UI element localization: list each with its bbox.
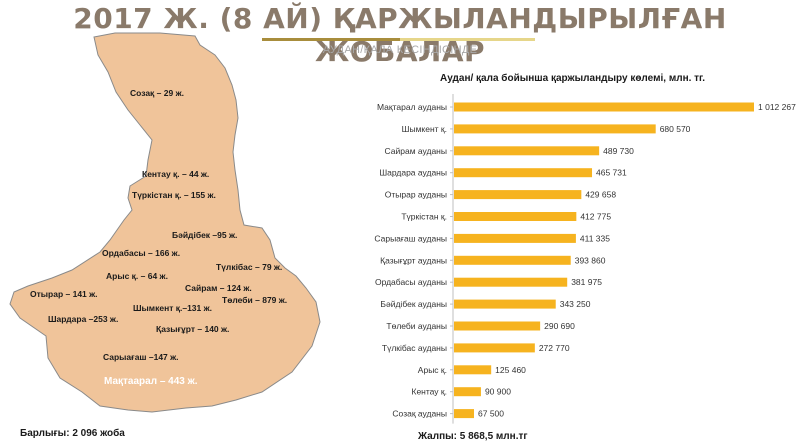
chart-value-label: 1 012 267 [758, 102, 796, 112]
chart-value-label: 465 731 [596, 168, 627, 178]
chart-bar [454, 343, 535, 353]
region-map [9, 32, 321, 413]
projects-total: Барлығы: 2 096 жоба [20, 428, 125, 439]
chart-category-label: Түркістан қ. [401, 212, 447, 222]
chart-category-label: Қазығұрт ауданы [380, 255, 447, 265]
page-subtitle: АУДАН/ҚАЛА КЕСІНДІСІНДЕ [322, 44, 478, 56]
chart-bar [454, 168, 593, 178]
chart-category-label: Сайрам ауданы [385, 146, 447, 156]
chart-category-label: Отырар ауданы [385, 190, 447, 200]
chart-value-label: 393 860 [575, 255, 606, 265]
map-label-saryagash: Сарыағаш –147 ж. [103, 352, 179, 362]
chart-category-label: Кентау қ. [412, 387, 448, 397]
chart-value-label: 412 775 [580, 212, 611, 222]
region-map-shape [9, 32, 321, 413]
map-label-tulkibas: Түлкібас – 79 ж. [216, 262, 283, 272]
chart-category-label: Мақтарал ауданы [377, 102, 447, 112]
map-label-kazygurt: Қазығұрт – 140 ж. [156, 324, 230, 334]
map-label-turkistan: Түркістан қ. – 155 ж. [132, 190, 216, 200]
chart-bar [454, 255, 571, 265]
chart-category-label: Шардара ауданы [379, 168, 447, 178]
chart-value-label: 680 570 [660, 124, 691, 134]
chart-bar [454, 124, 656, 134]
map-label-sozak: Созақ – 29 ж. [130, 88, 184, 98]
chart-value-label: 381 975 [571, 277, 602, 287]
chart-bar [454, 409, 475, 419]
map-label-maktaaral: Мақтаарал – 443 ж. [104, 376, 198, 387]
chart-category-label: Сарыағаш ауданы [374, 233, 447, 243]
title-underline-dark [262, 38, 400, 41]
map-label-shymkent: Шымкент қ.–131 ж. [133, 303, 213, 313]
chart-bar [454, 277, 568, 287]
map-label-shardara: Шардара –253 ж. [48, 314, 119, 324]
chart-category-label: Шымкент қ. [402, 124, 447, 134]
chart-bar [454, 102, 754, 112]
chart-value-label: 272 770 [539, 343, 570, 353]
chart-bar [454, 299, 556, 309]
chart-value-label: 411 335 [580, 233, 610, 243]
map-label-sairam: Сайрам – 124 ж. [185, 283, 252, 293]
chart-category-label: Төлеби ауданы [386, 321, 447, 331]
map-label-baidibek: Бәйдібек –95 ж. [172, 230, 238, 240]
chart-bar [454, 146, 600, 156]
chart-value-label: 290 690 [544, 321, 575, 331]
chart-bar [454, 233, 576, 243]
map-label-arys: Арыс қ. – 64 ж. [106, 271, 168, 281]
chart-bar [454, 365, 492, 375]
map-label-otyrar: Отырар – 141 ж. [30, 289, 98, 299]
chart-value-label: 125 460 [495, 365, 526, 375]
chart-title: Аудан/ қала бойынша қаржыландыру көлемі,… [440, 73, 705, 84]
chart-bar [454, 387, 481, 397]
chart-category-label: Түлкібас ауданы [382, 343, 447, 353]
chart-value-label: 343 250 [560, 299, 591, 309]
chart-category-label: Созақ ауданы [392, 409, 447, 419]
chart-value-label: 489 730 [603, 146, 634, 156]
chart-category-label: Ордабасы ауданы [375, 277, 447, 287]
chart-value-label: 429 658 [585, 190, 616, 200]
map-label-kentau: Кентау қ. – 44 ж. [142, 169, 210, 179]
chart-bar [454, 321, 541, 331]
funding-bar-chart: Мақтарал ауданы 1 012 267 Шымкент қ. 680 57… [374, 94, 796, 424]
chart-bar [454, 212, 577, 221]
chart-category-label: Бәйдібек ауданы [380, 299, 447, 309]
map-label-tolebi: Төлеби – 879 ж. [222, 295, 288, 305]
chart-bar [454, 190, 582, 200]
title-underline-light [400, 38, 535, 41]
chart-value-label: 67 500 [478, 409, 504, 419]
map-label-ordabasy: Ордабасы – 166 ж. [102, 248, 181, 258]
chart-value-label: 90 900 [485, 387, 511, 397]
funding-total: Жалпы: 5 868,5 млн.тг [418, 431, 528, 442]
chart-category-label: Арыс қ. [418, 365, 447, 375]
